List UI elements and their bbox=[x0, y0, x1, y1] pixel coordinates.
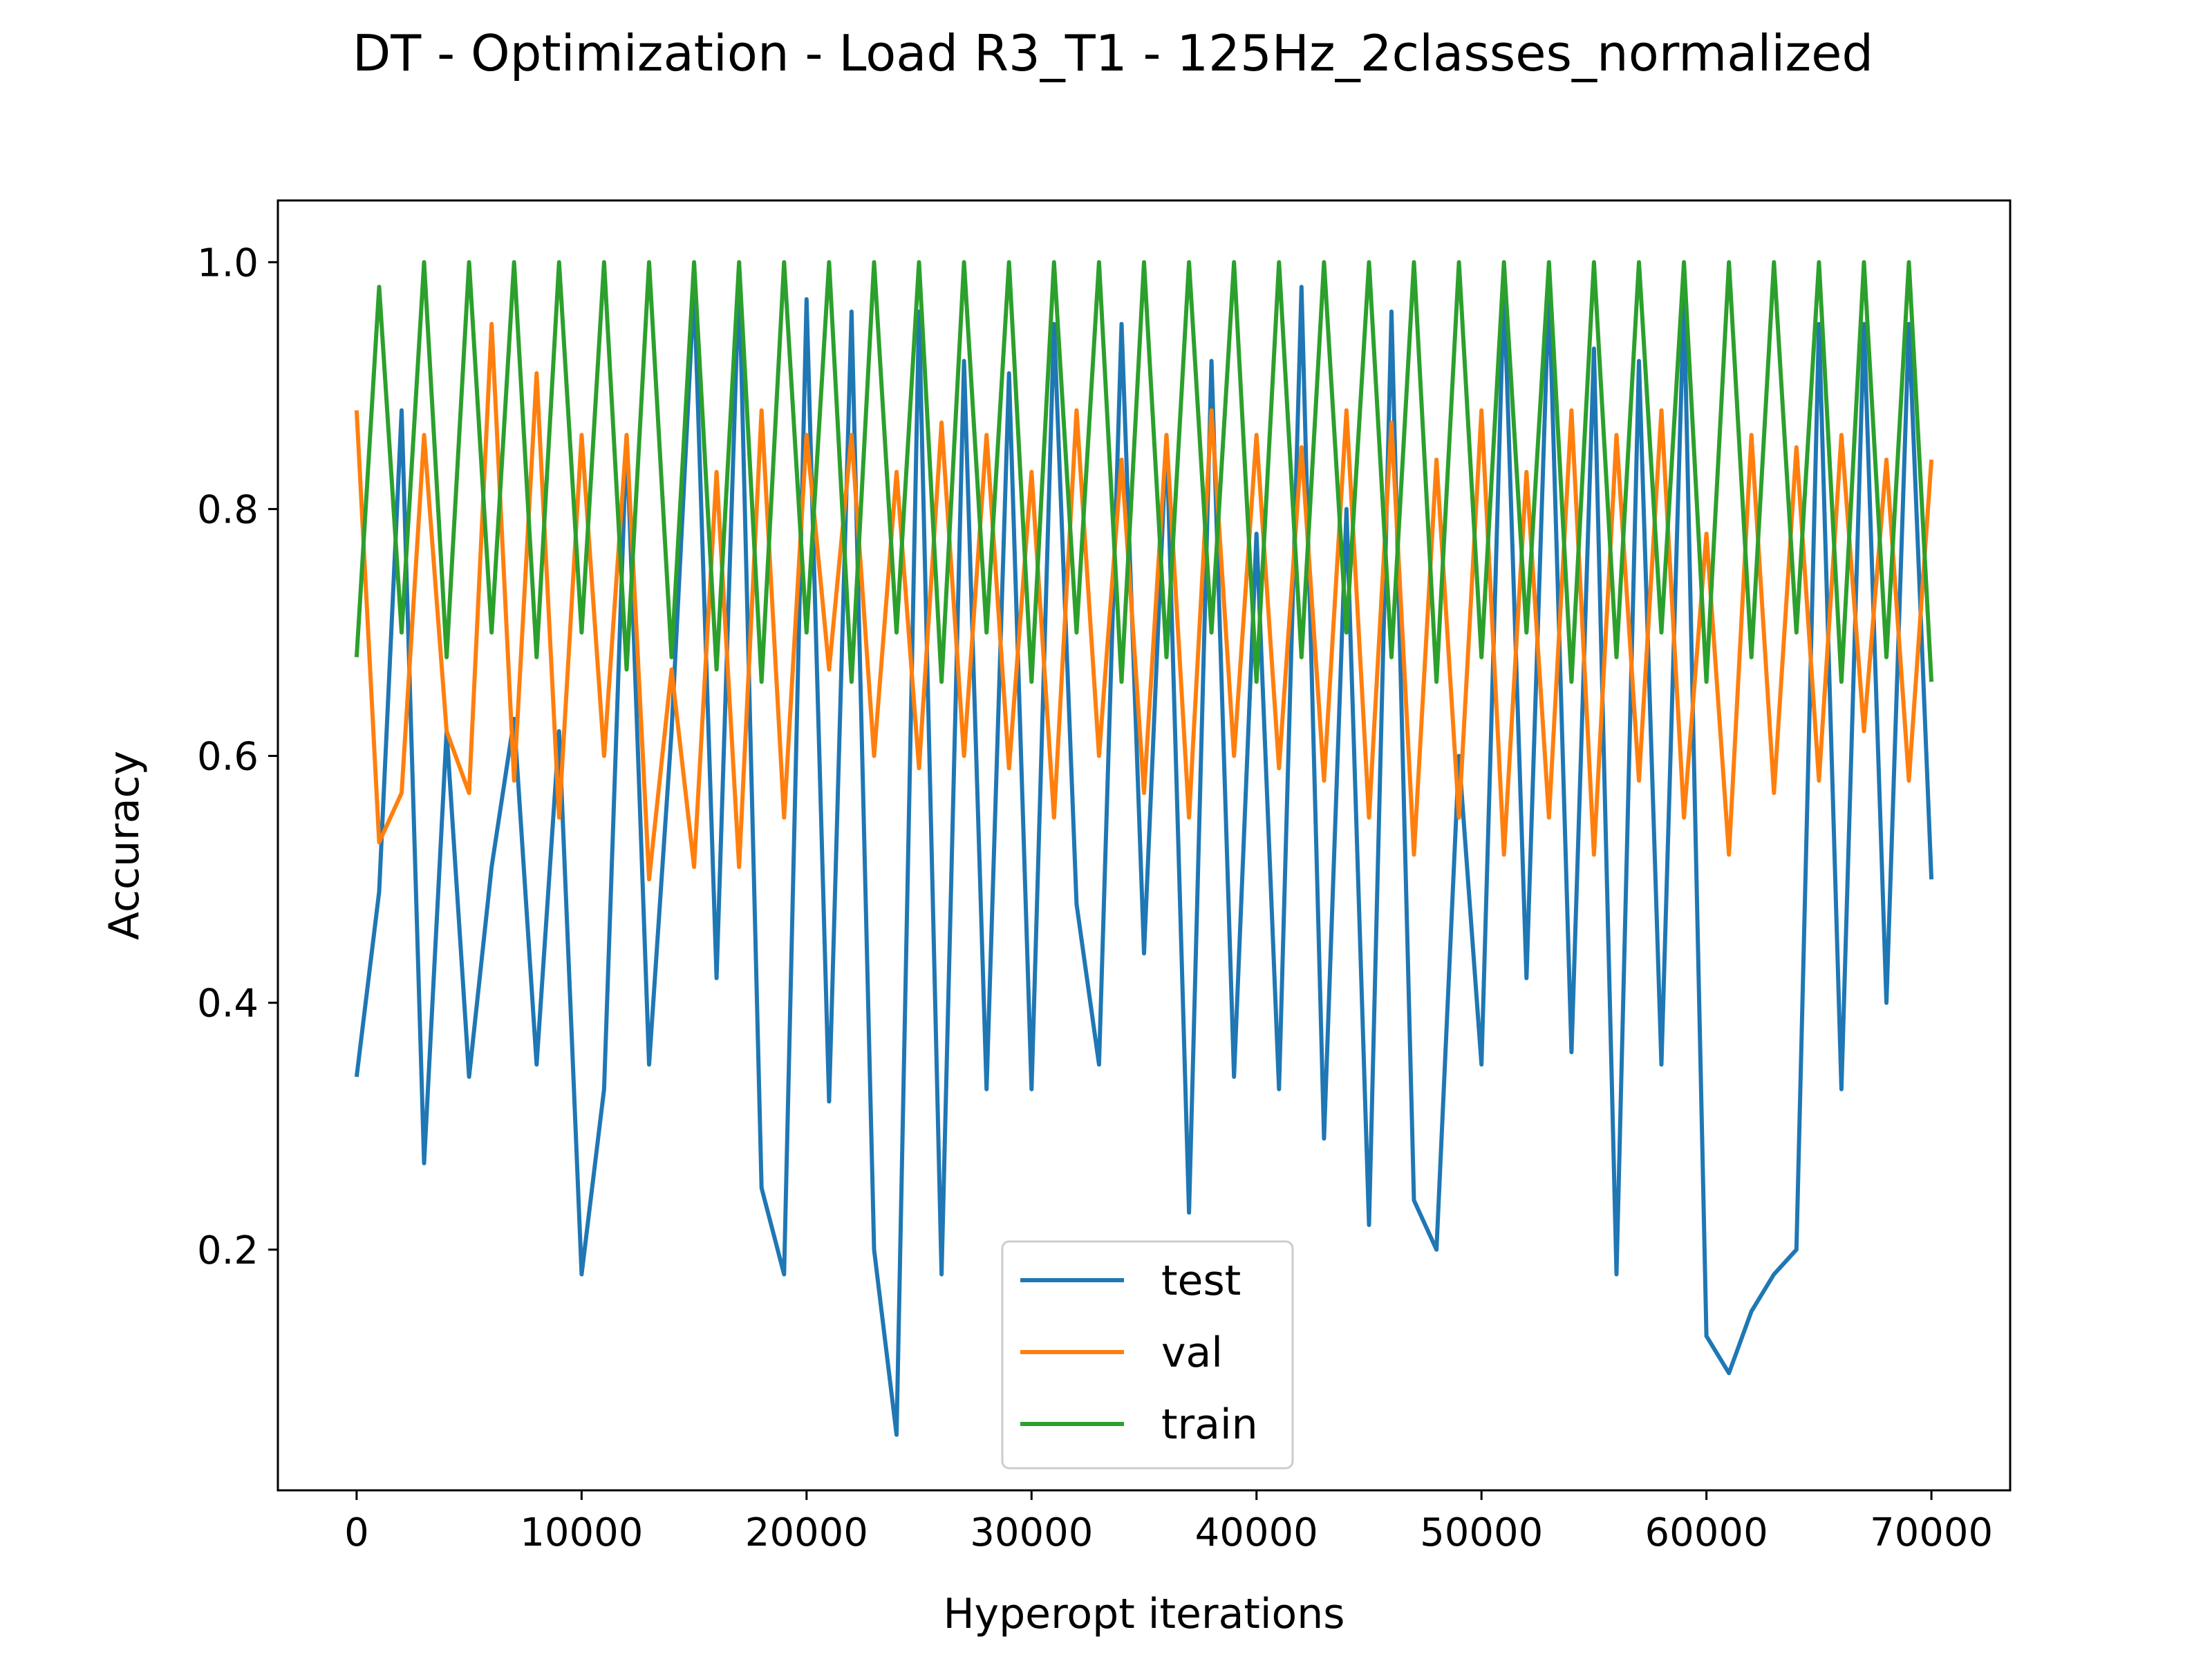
legend-label-test: test bbox=[1161, 1257, 1241, 1305]
y-tick-label: 0.6 bbox=[197, 735, 259, 780]
y-axis-label: Accuracy bbox=[100, 751, 149, 940]
x-tick-label: 0 bbox=[344, 1510, 369, 1555]
x-tick-label: 70000 bbox=[1870, 1510, 1993, 1555]
chart-title: DT - Optimization - Load R3_T1 - 125Hz_2… bbox=[353, 24, 1873, 82]
x-axis: 0 10000 20000 30000 40000 50000 60000 70000 bbox=[344, 1490, 1993, 1555]
y-axis: 0.2 0.4 0.6 0.8 1.0 bbox=[197, 241, 278, 1273]
legend-label-train: train bbox=[1161, 1400, 1258, 1449]
x-tick-label: 60000 bbox=[1645, 1510, 1768, 1555]
plot-lines bbox=[354, 260, 1934, 1437]
y-tick-label: 1.0 bbox=[197, 241, 259, 285]
x-tick-label: 50000 bbox=[1420, 1510, 1543, 1555]
x-tick-label: 10000 bbox=[520, 1510, 643, 1555]
plot-area-frame bbox=[276, 199, 2012, 1492]
legend-box bbox=[1001, 1240, 1294, 1470]
x-tick-label: 40000 bbox=[1195, 1510, 1318, 1555]
legend-label-val: val bbox=[1161, 1329, 1223, 1377]
x-tick-label: 30000 bbox=[970, 1510, 1093, 1555]
y-tick-label: 0.4 bbox=[197, 982, 259, 1027]
x-tick-label: 20000 bbox=[745, 1510, 868, 1555]
y-tick-label: 0.2 bbox=[197, 1228, 259, 1273]
x-axis-label: Hyperopt iterations bbox=[943, 1590, 1344, 1638]
legend: test val train bbox=[1001, 1240, 1294, 1470]
series-line-test bbox=[354, 272, 1934, 1437]
y-tick-label: 0.8 bbox=[197, 487, 259, 532]
series-line-train bbox=[354, 260, 1934, 684]
